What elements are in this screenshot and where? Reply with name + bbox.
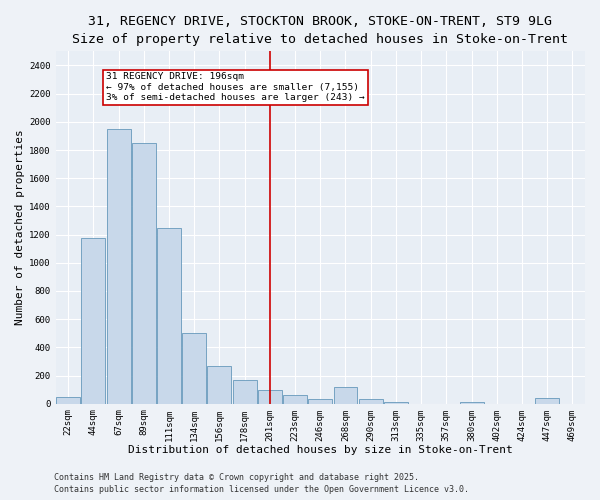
Text: 31 REGENCY DRIVE: 196sqm
← 97% of detached houses are smaller (7,155)
3% of semi: 31 REGENCY DRIVE: 196sqm ← 97% of detach… bbox=[106, 72, 365, 102]
Bar bbox=[56, 396, 80, 404]
Bar bbox=[359, 400, 383, 404]
Bar bbox=[107, 129, 131, 404]
Bar bbox=[460, 402, 484, 404]
Bar bbox=[233, 380, 257, 404]
Text: Contains HM Land Registry data © Crown copyright and database right 2025.
Contai: Contains HM Land Registry data © Crown c… bbox=[54, 472, 469, 494]
Bar bbox=[384, 402, 408, 404]
Bar bbox=[283, 396, 307, 404]
Bar bbox=[82, 238, 106, 404]
Bar bbox=[157, 228, 181, 404]
Y-axis label: Number of detached properties: Number of detached properties bbox=[15, 130, 25, 326]
X-axis label: Distribution of detached houses by size in Stoke-on-Trent: Distribution of detached houses by size … bbox=[128, 445, 512, 455]
Bar bbox=[334, 387, 358, 404]
Title: 31, REGENCY DRIVE, STOCKTON BROOK, STOKE-ON-TRENT, ST9 9LG
Size of property rela: 31, REGENCY DRIVE, STOCKTON BROOK, STOKE… bbox=[72, 15, 568, 46]
Bar bbox=[208, 366, 232, 404]
Bar bbox=[535, 398, 559, 404]
Bar bbox=[308, 400, 332, 404]
Bar bbox=[182, 333, 206, 404]
Bar bbox=[258, 390, 282, 404]
Bar bbox=[132, 143, 156, 404]
